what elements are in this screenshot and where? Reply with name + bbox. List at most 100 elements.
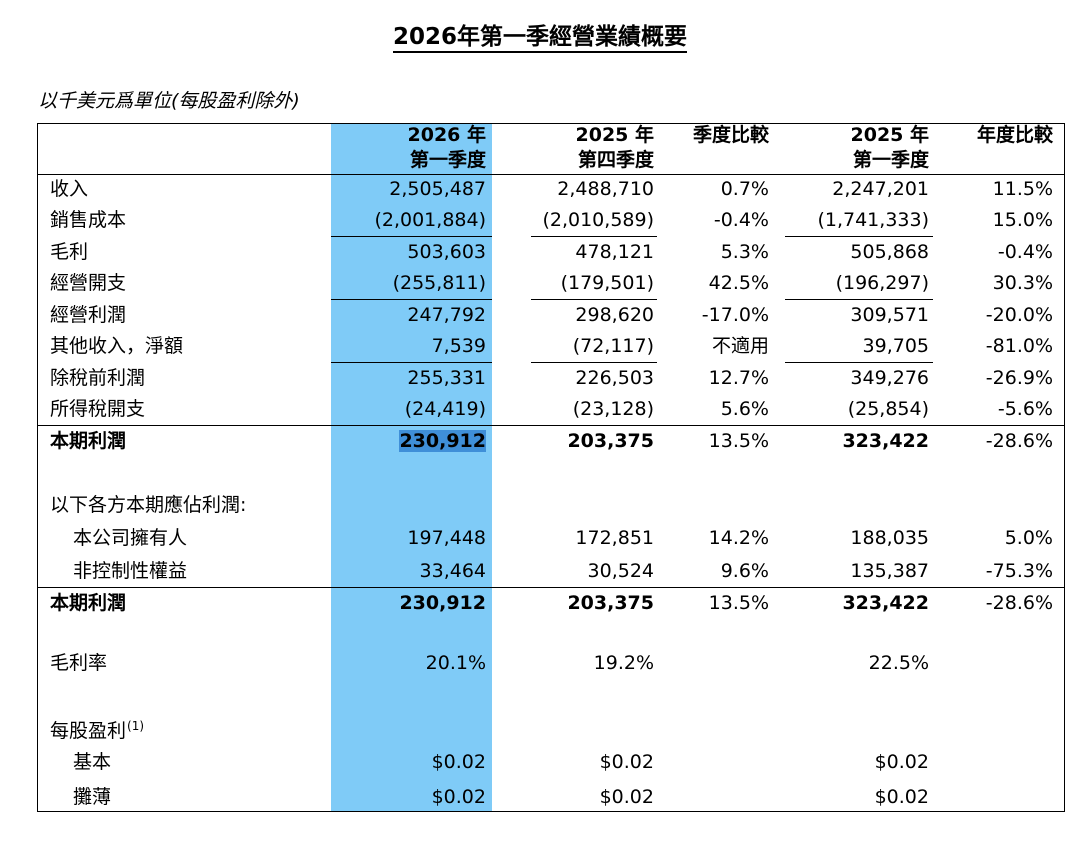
cell-2025-q4: $0.02 [599, 786, 654, 808]
header-2026-q1: 2026 年第一季度 [407, 124, 487, 171]
row-label: 銷售成本 [50, 209, 127, 231]
row-label: 本期利潤 [50, 592, 127, 614]
cell-2025-q1: 188,035 [850, 527, 929, 549]
cell-2025-q4: (23,128) [572, 398, 654, 420]
cell-2025-q4: 298,620 [575, 304, 654, 326]
cell-qoq: 12.7% [708, 367, 769, 389]
subtotal-rule [331, 362, 492, 363]
cell-yoy: -81.0% [985, 335, 1053, 357]
cell-2025-q1: 323,422 [842, 592, 929, 614]
cell-2025-q4: 478,121 [575, 241, 654, 263]
eps-heading: 每股盈利(1) [50, 719, 145, 742]
cell-qoq: -0.4% [713, 209, 769, 231]
cell-yoy: -75.3% [985, 560, 1053, 582]
cell-2025-q1: 323,422 [842, 430, 929, 452]
row-label: 攤薄 [73, 786, 112, 808]
header-yoy: 年度比較 [976, 124, 1053, 146]
subtotal-rule [531, 299, 657, 300]
cell-2025-q4: 172,851 [575, 527, 654, 549]
selected-text[interactable]: 230,912 [399, 430, 486, 452]
row-label: 經營開支 [50, 272, 127, 294]
cell-qoq: 5.3% [720, 241, 769, 263]
cell-2026-q1: 255,331 [407, 367, 486, 389]
header-divider [38, 174, 1064, 175]
header-qoq: 季度比較 [692, 124, 769, 146]
page-title: 2026年第一季經營業績概要 [0, 22, 1080, 53]
cell-2026-q1: $0.02 [431, 751, 486, 773]
cell-2026-q1: 33,464 [419, 560, 486, 582]
cell-qoq: 5.6% [720, 398, 769, 420]
cell-2025-q4: $0.02 [599, 751, 654, 773]
cell-2025-q4: (72,117) [572, 335, 654, 357]
cell-yoy: 5.0% [1004, 527, 1053, 549]
cell-yoy: -5.6% [997, 398, 1053, 420]
cell-2025-q1: 2,247,201 [832, 178, 929, 200]
cell-2026-q1: 20.1% [425, 652, 486, 674]
cell-2026-q1[interactable]: 230,912 [399, 428, 486, 454]
row-label: 本公司擁有人 [73, 527, 188, 549]
cell-2025-q1: 135,387 [850, 560, 929, 582]
subtotal-rule [785, 362, 933, 363]
cell-2025-q4: (2,010,589) [542, 209, 654, 231]
cell-2025-q1: 39,705 [862, 335, 929, 357]
cell-yoy: -26.9% [985, 367, 1053, 389]
cell-yoy: 15.0% [992, 209, 1053, 231]
cell-2025-q4: 203,375 [567, 430, 654, 452]
cell-qoq: 13.5% [708, 430, 769, 452]
cell-yoy: -20.0% [985, 304, 1053, 326]
cell-2025-q4: 2,488,710 [557, 178, 654, 200]
cell-2025-q1: 349,276 [850, 367, 929, 389]
cell-yoy: -0.4% [997, 241, 1053, 263]
row-label: 經營利潤 [50, 304, 127, 326]
total-rule [38, 587, 1064, 588]
cell-qoq: 14.2% [708, 527, 769, 549]
cell-2025-q1: (1,741,333) [817, 209, 929, 231]
cell-qoq: -17.0% [701, 304, 769, 326]
cell-2026-q1: 7,539 [431, 335, 486, 357]
attrib-heading: 以下各方本期應佔利潤: [50, 494, 247, 516]
cell-2025-q1: $0.02 [874, 786, 929, 808]
cell-qoq: 13.5% [708, 592, 769, 614]
cell-2026-q1: 503,603 [407, 241, 486, 263]
cell-2025-q1: (196,297) [835, 272, 929, 294]
cell-2025-q4: 203,375 [567, 592, 654, 614]
row-label: 收入 [50, 178, 89, 200]
cell-2025-q4: 226,503 [575, 367, 654, 389]
cell-2025-q1: 22.5% [868, 652, 929, 674]
subtotal-rule [331, 299, 492, 300]
cell-2026-q1: $0.02 [431, 786, 486, 808]
cell-qoq: 9.6% [720, 560, 769, 582]
row-label: 所得稅開支 [50, 398, 146, 420]
subtotal-rule [785, 299, 933, 300]
row-label: 非控制性權益 [73, 560, 188, 582]
row-label: 除稅前利潤 [50, 367, 146, 389]
row-label: 毛利 [50, 241, 89, 263]
cell-2025-q1: 505,868 [850, 241, 929, 263]
cell-yoy: -28.6% [985, 430, 1053, 452]
subtotal-rule [531, 362, 657, 363]
subtotal-rule [531, 236, 657, 237]
row-label: 基本 [73, 751, 112, 773]
cell-2026-q1: 230,912 [399, 592, 486, 614]
cell-2025-q1: $0.02 [874, 751, 929, 773]
cell-2025-q4: 19.2% [593, 652, 654, 674]
row-label: 本期利潤 [50, 430, 127, 452]
cell-2026-q1: (2,001,884) [374, 209, 486, 231]
header-2025-q4: 2025 年第四季度 [575, 124, 655, 171]
unit-note: 以千美元爲單位(每股盈利除外) [38, 90, 300, 112]
cell-2026-q1: 2,505,487 [389, 178, 486, 200]
cell-yoy: 11.5% [992, 178, 1053, 200]
subtotal-rule [331, 236, 492, 237]
cell-2025-q1: 309,571 [850, 304, 929, 326]
footnote-marker: (1) [127, 719, 145, 733]
cell-yoy: -28.6% [985, 592, 1053, 614]
total-rule [38, 425, 1064, 426]
cell-2026-q1: 197,448 [407, 527, 486, 549]
row-label: 毛利率 [50, 652, 108, 674]
cell-yoy: 30.3% [992, 272, 1053, 294]
cell-2025-q4: (179,501) [560, 272, 654, 294]
cell-2026-q1: (255,811) [392, 272, 486, 294]
cell-2025-q1: (25,854) [847, 398, 929, 420]
current-quarter-column-highlight [331, 123, 492, 812]
cell-qoq: 不適用 [711, 335, 769, 357]
